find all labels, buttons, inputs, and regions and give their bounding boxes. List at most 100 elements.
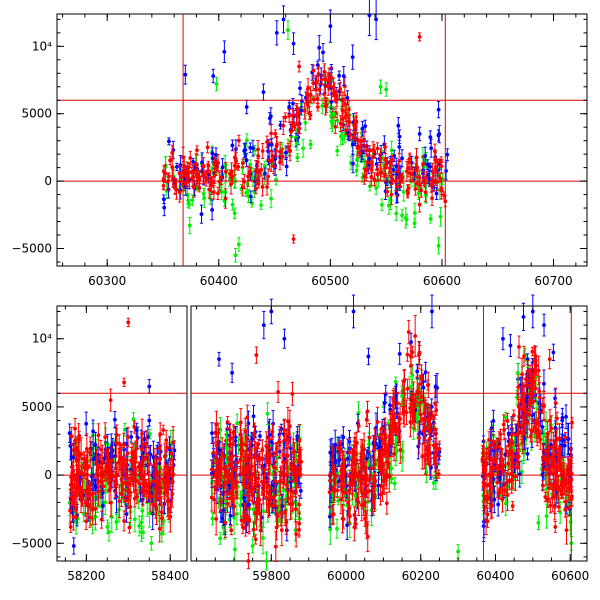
- bottom-green-point: [232, 515, 236, 520]
- top-blue-point: [321, 50, 325, 55]
- top-green-point: [201, 191, 206, 196]
- bottom-segment-2-frame: [190, 305, 588, 562]
- top-blue-point: [244, 105, 249, 109]
- top-red-point: [211, 190, 216, 195]
- bottom-red-point: [121, 442, 126, 447]
- top-blue-point: [374, 17, 379, 22]
- bottom-red-point: [154, 507, 159, 512]
- top-x-tick-label: 60400: [200, 274, 238, 288]
- top-red-point: [323, 104, 328, 108]
- top-blue-point: [397, 134, 402, 139]
- top-red-point: [256, 181, 261, 186]
- top-y-tick-label: 10⁴: [32, 39, 52, 53]
- bottom-green-point: [140, 508, 145, 513]
- top-red-point: [354, 119, 359, 124]
- top-green-point: [186, 198, 191, 203]
- top-red-point: [311, 81, 316, 86]
- bottom-green-point: [156, 511, 160, 516]
- top-blue-point: [444, 168, 448, 173]
- top-blue-point: [274, 30, 279, 35]
- top-red-point: [434, 167, 439, 172]
- top-green-point: [330, 122, 335, 127]
- top-blue-point: [417, 132, 422, 136]
- top-green-point: [301, 146, 305, 151]
- bottom-red-point: [151, 502, 156, 507]
- top-blue-point: [360, 126, 365, 131]
- top-red-point: [217, 179, 222, 184]
- bottom-blue-point: [146, 434, 150, 439]
- top-blue-point: [363, 124, 368, 129]
- bottom-red-point: [73, 426, 77, 431]
- top-blue-point: [291, 41, 296, 46]
- top-green-point: [340, 137, 345, 142]
- top-red-point: [417, 202, 422, 207]
- bottom-blue-point: [129, 435, 134, 439]
- bottom-red-point: [71, 515, 76, 519]
- bottom-red-point: [140, 432, 144, 436]
- top-red-point: [260, 149, 265, 153]
- bottom-red-point: [98, 465, 103, 470]
- top-red-point: [362, 174, 367, 179]
- top-red-point: [161, 169, 166, 174]
- top-red-point: [287, 114, 292, 118]
- top-x-tick-label: 60500: [311, 274, 349, 288]
- top-red-point: [430, 196, 434, 201]
- bottom-blue-point: [122, 447, 127, 452]
- top-red-point: [291, 237, 296, 241]
- top-red-point: [254, 186, 258, 191]
- top-red-point: [417, 175, 422, 179]
- top-red-point: [216, 191, 220, 196]
- top-red-point: [177, 171, 182, 176]
- top-red-point: [308, 113, 313, 117]
- bottom-red-point: [109, 458, 114, 463]
- top-red-point: [430, 170, 435, 174]
- bottom-red-point: [157, 526, 162, 531]
- bottom-green-point: [261, 536, 265, 540]
- top-blue-point: [244, 158, 249, 163]
- top-blue-point: [397, 144, 402, 149]
- top-red-point: [211, 179, 215, 184]
- top-green-point: [295, 155, 300, 160]
- top-blue-point: [392, 153, 397, 158]
- top-red-point: [414, 168, 418, 173]
- bottom-red-point: [114, 440, 119, 445]
- top-panel-data: [161, 0, 450, 263]
- top-blue-point: [351, 161, 355, 166]
- top-blue-point: [425, 162, 430, 167]
- top-blue-point: [220, 165, 225, 170]
- top-red-point: [334, 94, 339, 99]
- bottom-red-point: [80, 496, 84, 500]
- bottom-red-point: [164, 438, 169, 443]
- top-green-point: [388, 198, 393, 203]
- top-red-point: [405, 191, 410, 196]
- top-red-point: [438, 176, 442, 180]
- bottom-red-point: [119, 477, 124, 482]
- bottom-red-point: [109, 500, 113, 505]
- bottom-red-point: [94, 461, 99, 465]
- top-blue-point: [268, 114, 273, 119]
- top-red-point: [375, 172, 380, 177]
- top-red-point: [340, 117, 345, 121]
- top-red-point: [296, 122, 301, 127]
- top-red-point: [388, 160, 393, 164]
- bottom-green-point: [221, 525, 226, 530]
- top-red-point: [390, 177, 395, 182]
- bottom-red-point: [135, 495, 139, 499]
- top-red-point: [378, 156, 383, 160]
- top-green-point: [308, 142, 313, 147]
- top-red-point: [302, 109, 307, 113]
- top-red-point: [179, 175, 184, 180]
- top-blue-point: [281, 17, 286, 22]
- top-green-point: [187, 223, 192, 228]
- top-green-point: [338, 134, 343, 139]
- top-red-point: [346, 119, 351, 124]
- top-red-point: [188, 156, 193, 160]
- top-green-point: [412, 221, 417, 226]
- top-red-point: [400, 176, 405, 180]
- top-green-point: [230, 202, 235, 207]
- top-red-point: [311, 68, 316, 73]
- bottom-red-point: [131, 477, 136, 481]
- bottom-red-point: [70, 473, 75, 478]
- top-green-point: [416, 191, 421, 195]
- bottom-red-point: [160, 516, 164, 521]
